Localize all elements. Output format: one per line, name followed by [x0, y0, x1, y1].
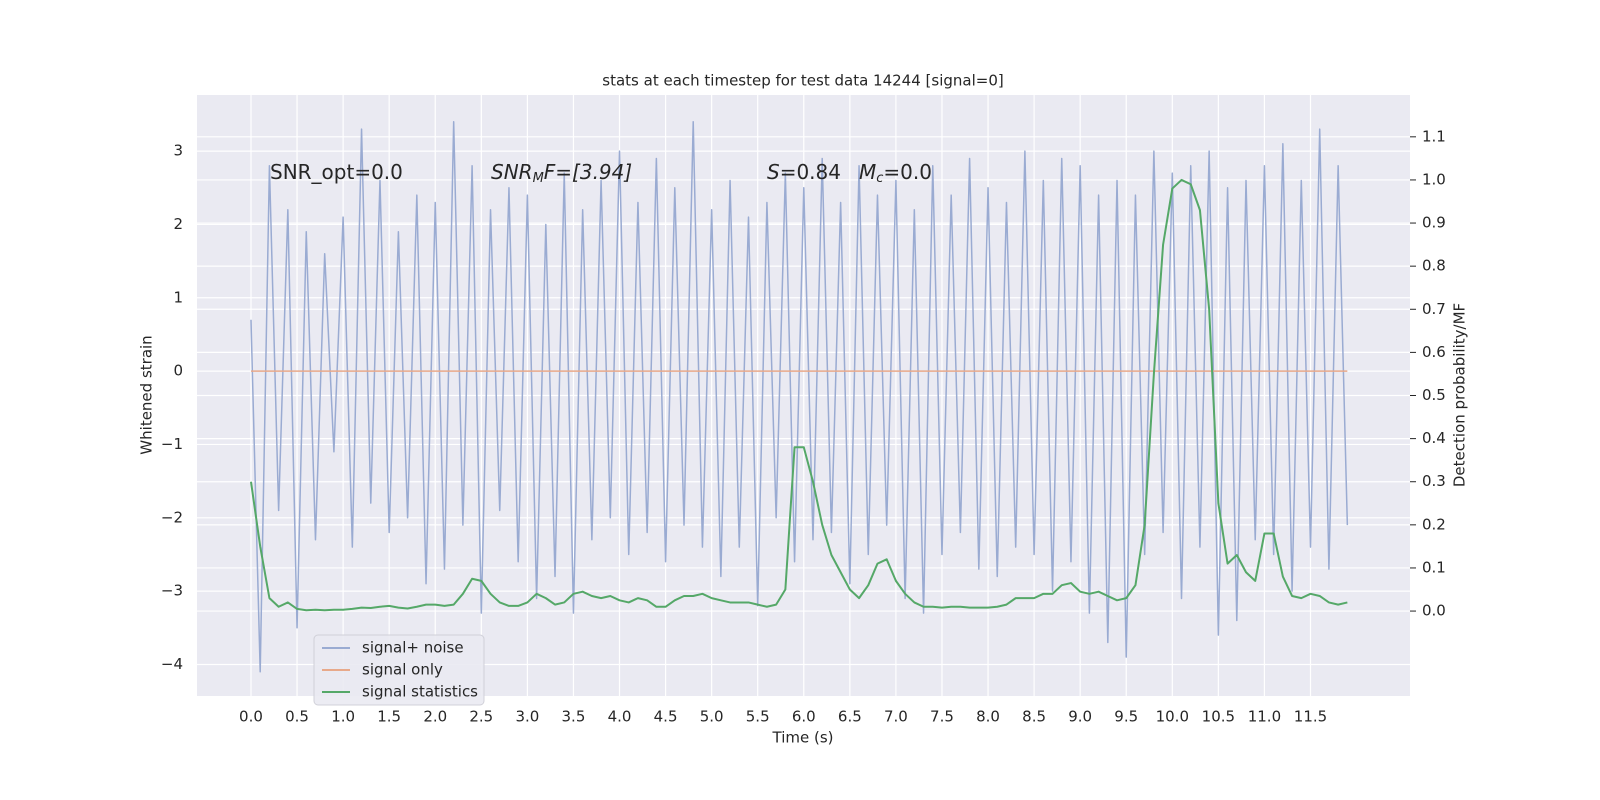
annotation-text: M	[859, 160, 876, 184]
x-tick-label: 10.5	[1202, 708, 1235, 726]
y-tick-label: 1	[173, 288, 183, 306]
x-tick-label: 7.0	[884, 708, 908, 726]
y-tick-label: −3	[161, 582, 183, 600]
y-axis-label: Whitened strain	[138, 335, 156, 454]
annotation: SNRMF=[3.94]	[491, 160, 632, 186]
x-tick-label: 9.5	[1114, 708, 1138, 726]
x-tick-label: 3.0	[515, 708, 539, 726]
series-line	[249, 178, 1348, 612]
y2-tick-label: 0.4	[1422, 429, 1446, 447]
x-tick-label: 7.5	[930, 708, 954, 726]
x-tick-label: 4.0	[608, 708, 632, 726]
annotation-text: SNR_opt=0.0	[270, 160, 403, 184]
x-tick-label: 11.5	[1294, 708, 1327, 726]
legend-label: signal statistics	[362, 683, 478, 701]
y-tick-label: −1	[161, 435, 183, 453]
x-tick-label: 8.0	[976, 708, 1000, 726]
x-tick-label: 6.5	[838, 708, 862, 726]
x-tick-label: 9.0	[1068, 708, 1092, 726]
y2-tick-label: 0.7	[1422, 300, 1446, 318]
annotation-text: =0.84	[780, 160, 841, 184]
y2-tick-label: 0.1	[1422, 558, 1446, 576]
annotation-subscript: c	[876, 171, 883, 186]
annotation-text: S	[767, 160, 780, 184]
x-tick-label: 0.0	[239, 708, 263, 726]
y2-tick-label: 0.8	[1422, 257, 1446, 275]
x-tick-label: 5.5	[746, 708, 770, 726]
y-tick-label: −2	[161, 508, 183, 526]
x-tick-label: 4.5	[654, 708, 678, 726]
x-tick-label: 6.0	[792, 708, 816, 726]
x-tick-label: 3.5	[562, 708, 586, 726]
y-tick-label: 0	[173, 362, 183, 380]
annotation-text: =0.0	[883, 160, 932, 184]
y2-tick-label: 0.5	[1422, 386, 1446, 404]
annotation-text: F=[3.94]	[544, 160, 632, 184]
x-tick-label: 10.0	[1156, 708, 1189, 726]
x-tick-label: 0.5	[285, 708, 309, 726]
annotation-subscript: M	[533, 171, 544, 186]
x-tick-label: 5.0	[700, 708, 724, 726]
x-tick-label: 11.0	[1248, 708, 1281, 726]
x-tick-label: 1.5	[377, 708, 401, 726]
y2-tick-label: 0.2	[1422, 515, 1446, 533]
x-tick-label: 2.5	[469, 708, 493, 726]
y-tick-label: 2	[173, 215, 183, 233]
y-tick-label: −4	[161, 655, 183, 673]
y2-tick-label: 0.6	[1422, 343, 1446, 361]
legend-label: signal+ noise	[362, 639, 464, 657]
x-axis-label: Time (s)	[772, 729, 834, 747]
x-tick-label: 8.5	[1022, 708, 1046, 726]
y2-tick-label: 1.0	[1422, 170, 1446, 188]
annotation: S=0.84 Mc=0.0	[767, 160, 932, 186]
chart-title: stats at each timestep for test data 142…	[602, 72, 1003, 90]
y2-tick-label: 0.0	[1422, 602, 1446, 620]
marks	[249, 121, 1349, 673]
y2-tick-label: 0.3	[1422, 472, 1446, 490]
legend-box	[313, 634, 485, 706]
annotation-text: SNR	[491, 160, 533, 184]
y2-tick-label: 1.1	[1422, 127, 1446, 145]
legend: signal+ noise signal only signal statistic…	[313, 634, 485, 706]
annotation: SNR_opt=0.0	[270, 160, 403, 184]
x-tick-label: 1.0	[331, 708, 355, 726]
y-tick-label: 3	[173, 142, 183, 160]
x-tick-label: 2.0	[423, 708, 447, 726]
y2-tick-label: 0.9	[1422, 214, 1446, 232]
y2-axis-label: Detection probability/MF	[1451, 303, 1469, 487]
legend-label: signal only	[362, 661, 443, 679]
series-line	[250, 121, 1349, 673]
